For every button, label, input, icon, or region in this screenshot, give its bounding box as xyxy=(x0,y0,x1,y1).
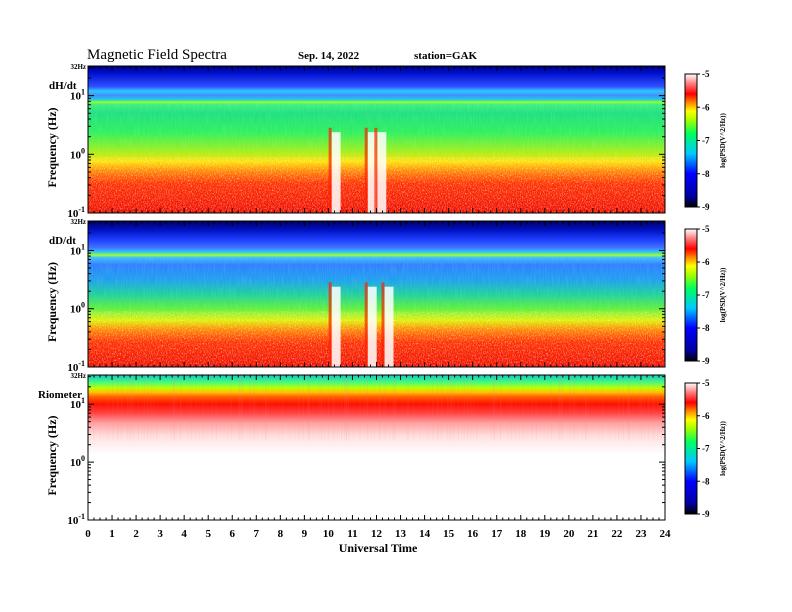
event-edge xyxy=(328,282,332,367)
x-tick-label: 15 xyxy=(443,528,455,540)
event-edge xyxy=(364,282,368,367)
colorbar-tick-label: -8 xyxy=(702,476,710,486)
event-signature xyxy=(331,286,341,367)
colorbar-label: log(PSD(V^2/Hz)) xyxy=(719,113,727,168)
event-edge xyxy=(374,127,378,213)
x-tick-label: 2 xyxy=(133,528,139,540)
y-tick-label: 100 xyxy=(70,146,85,161)
colorbar-tick-label: -8 xyxy=(702,323,710,333)
panel-label: dH/dt xyxy=(49,80,77,92)
x-tick-label: 3 xyxy=(157,528,163,540)
x-tick-label: 9 xyxy=(302,528,308,540)
colorbar-tick-label: -5 xyxy=(702,69,710,79)
x-tick-label: 4 xyxy=(181,528,187,540)
x-tick-label: 22 xyxy=(611,528,623,540)
figure-title: Magnetic Field Spectra xyxy=(87,47,227,63)
y-axis-label: Frequency (Hz) xyxy=(45,107,59,187)
panel-label: dD/dt xyxy=(49,235,76,247)
colorbar-tick-label: -6 xyxy=(702,102,710,112)
y-tick-label: 10-1 xyxy=(67,359,85,374)
y-tick-label: 10-1 xyxy=(67,512,85,527)
colorbar-tick-label: -7 xyxy=(702,444,710,454)
spectrogram-streaks xyxy=(88,375,665,441)
x-tick-label: 13 xyxy=(395,528,407,540)
y-tick-label: 101 xyxy=(70,242,85,257)
colorbar-tick-label: -6 xyxy=(702,411,710,421)
x-tick-label: 12 xyxy=(371,528,383,540)
event-edge xyxy=(328,127,332,213)
colorbar-tick-label: -5 xyxy=(702,224,710,234)
x-tick-label: 18 xyxy=(515,528,527,540)
colorbar-label: log(PSD(V^2/Hz)) xyxy=(719,267,727,322)
top-frequency-label: 32Hz xyxy=(70,372,86,380)
event-signature xyxy=(331,132,341,213)
y-tick-label: 101 xyxy=(70,396,85,411)
colorbar-tick-label: -9 xyxy=(702,509,710,519)
event-edge xyxy=(381,282,385,367)
x-tick-label: 7 xyxy=(254,528,260,540)
x-tick-label: 8 xyxy=(278,528,284,540)
colorbar-tick-label: -9 xyxy=(702,356,710,366)
x-tick-label: 11 xyxy=(347,528,357,540)
y-tick-label: 100 xyxy=(70,454,85,469)
x-tick-label: 0 xyxy=(85,528,91,540)
top-frequency-label: 32Hz xyxy=(70,63,86,71)
x-axis: 0 1 2 3 4 5 6 7 8 9 10 11 12 13 14 15 16 17 18 19 20 21 22 23 24 xyxy=(85,528,671,540)
spectrogram-panel: 101 100 10-1 32Hz dH/dt Frequency (Hz) -5 -6 -7 -… xyxy=(45,63,727,220)
colorbar xyxy=(684,73,698,208)
event-signature xyxy=(367,132,377,213)
colorbar-tick-label: -7 xyxy=(702,290,710,300)
x-tick-label: 6 xyxy=(230,528,236,540)
y-tick-label: 101 xyxy=(70,88,85,103)
x-tick-label: 21 xyxy=(587,528,598,540)
x-tick-label: 23 xyxy=(635,528,647,540)
colorbar xyxy=(684,228,698,362)
colorbar-tick-label: -5 xyxy=(702,378,710,388)
colorbar-tick-label: -7 xyxy=(702,136,710,146)
spectrogram-panel: 101 100 10-1 32Hz Riometer Frequency (Hz) -5 -6… xyxy=(38,372,727,527)
station-label: station=GAK xyxy=(414,50,478,62)
y-tick-label: 100 xyxy=(70,301,85,316)
x-tick-label: 17 xyxy=(491,528,503,540)
x-tick-label: 1 xyxy=(109,528,115,540)
y-axis-label: Frequency (Hz) xyxy=(45,262,59,342)
colorbar-tick-label: -9 xyxy=(702,202,710,212)
x-tick-label: 19 xyxy=(539,528,551,540)
event-signature xyxy=(367,286,377,367)
colorbar xyxy=(684,382,698,515)
x-tick-label: 14 xyxy=(419,528,431,540)
colorbar-label: log(PSD(V^2/Hz)) xyxy=(719,421,727,476)
y-axis-label: Frequency (Hz) xyxy=(45,415,59,495)
y-tick-label: 10-1 xyxy=(67,205,85,220)
spectrogram-panel: 101 100 10-1 32Hz dD/dt Frequency (Hz) -5 -6 -7 -… xyxy=(45,218,727,374)
date-label: Sep. 14, 2022 xyxy=(298,50,360,62)
colorbar-tick-label: -6 xyxy=(702,257,710,267)
panel-label: Riometer xyxy=(38,389,82,401)
x-tick-label: 10 xyxy=(323,528,335,540)
top-frequency-label: 32Hz xyxy=(70,218,86,226)
x-axis-label: Universal Time xyxy=(339,541,418,555)
x-tick-label: 20 xyxy=(563,528,575,540)
colorbar-tick-label: -8 xyxy=(702,169,710,179)
event-signature xyxy=(384,286,394,367)
event-edge xyxy=(364,127,368,213)
x-tick-label: 5 xyxy=(205,528,211,540)
event-signature xyxy=(377,132,387,213)
x-tick-label: 16 xyxy=(467,528,479,540)
x-tick-label: 24 xyxy=(660,528,672,540)
